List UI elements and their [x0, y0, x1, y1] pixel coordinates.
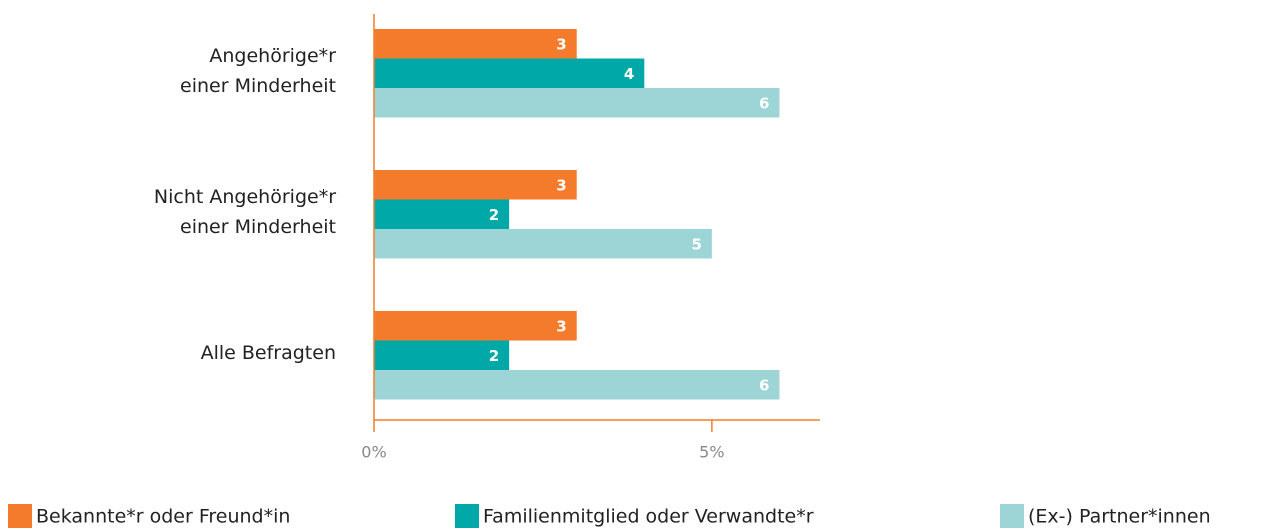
category-label: Nicht Angehörige*r einer Minderheit	[153, 186, 336, 239]
bar	[374, 199, 510, 229]
value-label: 6	[759, 94, 769, 112]
value-label: 3	[556, 35, 566, 53]
bar	[374, 229, 712, 259]
category-label: Alle Befragten	[200, 342, 336, 365]
value-label: 2	[489, 206, 499, 224]
value-label: 3	[556, 176, 566, 194]
value-label: 6	[759, 376, 769, 394]
value-label: 3	[556, 317, 566, 335]
value-label: 2	[489, 347, 499, 365]
legend-swatch	[1000, 504, 1024, 528]
value-label: 4	[624, 65, 634, 83]
legend-swatch	[455, 504, 479, 528]
legend-label: (Ex-) Partner*innen	[1028, 506, 1211, 528]
x-tick-label: 5%	[699, 443, 724, 462]
bar	[374, 58, 645, 88]
legend-label: Bekannte*r oder Freund*in	[36, 506, 290, 528]
bar	[374, 340, 510, 370]
bar	[374, 170, 577, 200]
x-tick-label: 0%	[361, 443, 386, 462]
category-label: Angehörige*r einer Minderheit	[180, 45, 336, 98]
bar	[374, 29, 577, 59]
bar	[374, 370, 780, 400]
bar	[374, 88, 780, 118]
bar	[374, 311, 577, 341]
value-label: 5	[691, 235, 701, 253]
legend-label: Familienmitglied oder Verwandte*r	[483, 506, 814, 528]
legend-swatch	[8, 504, 32, 528]
